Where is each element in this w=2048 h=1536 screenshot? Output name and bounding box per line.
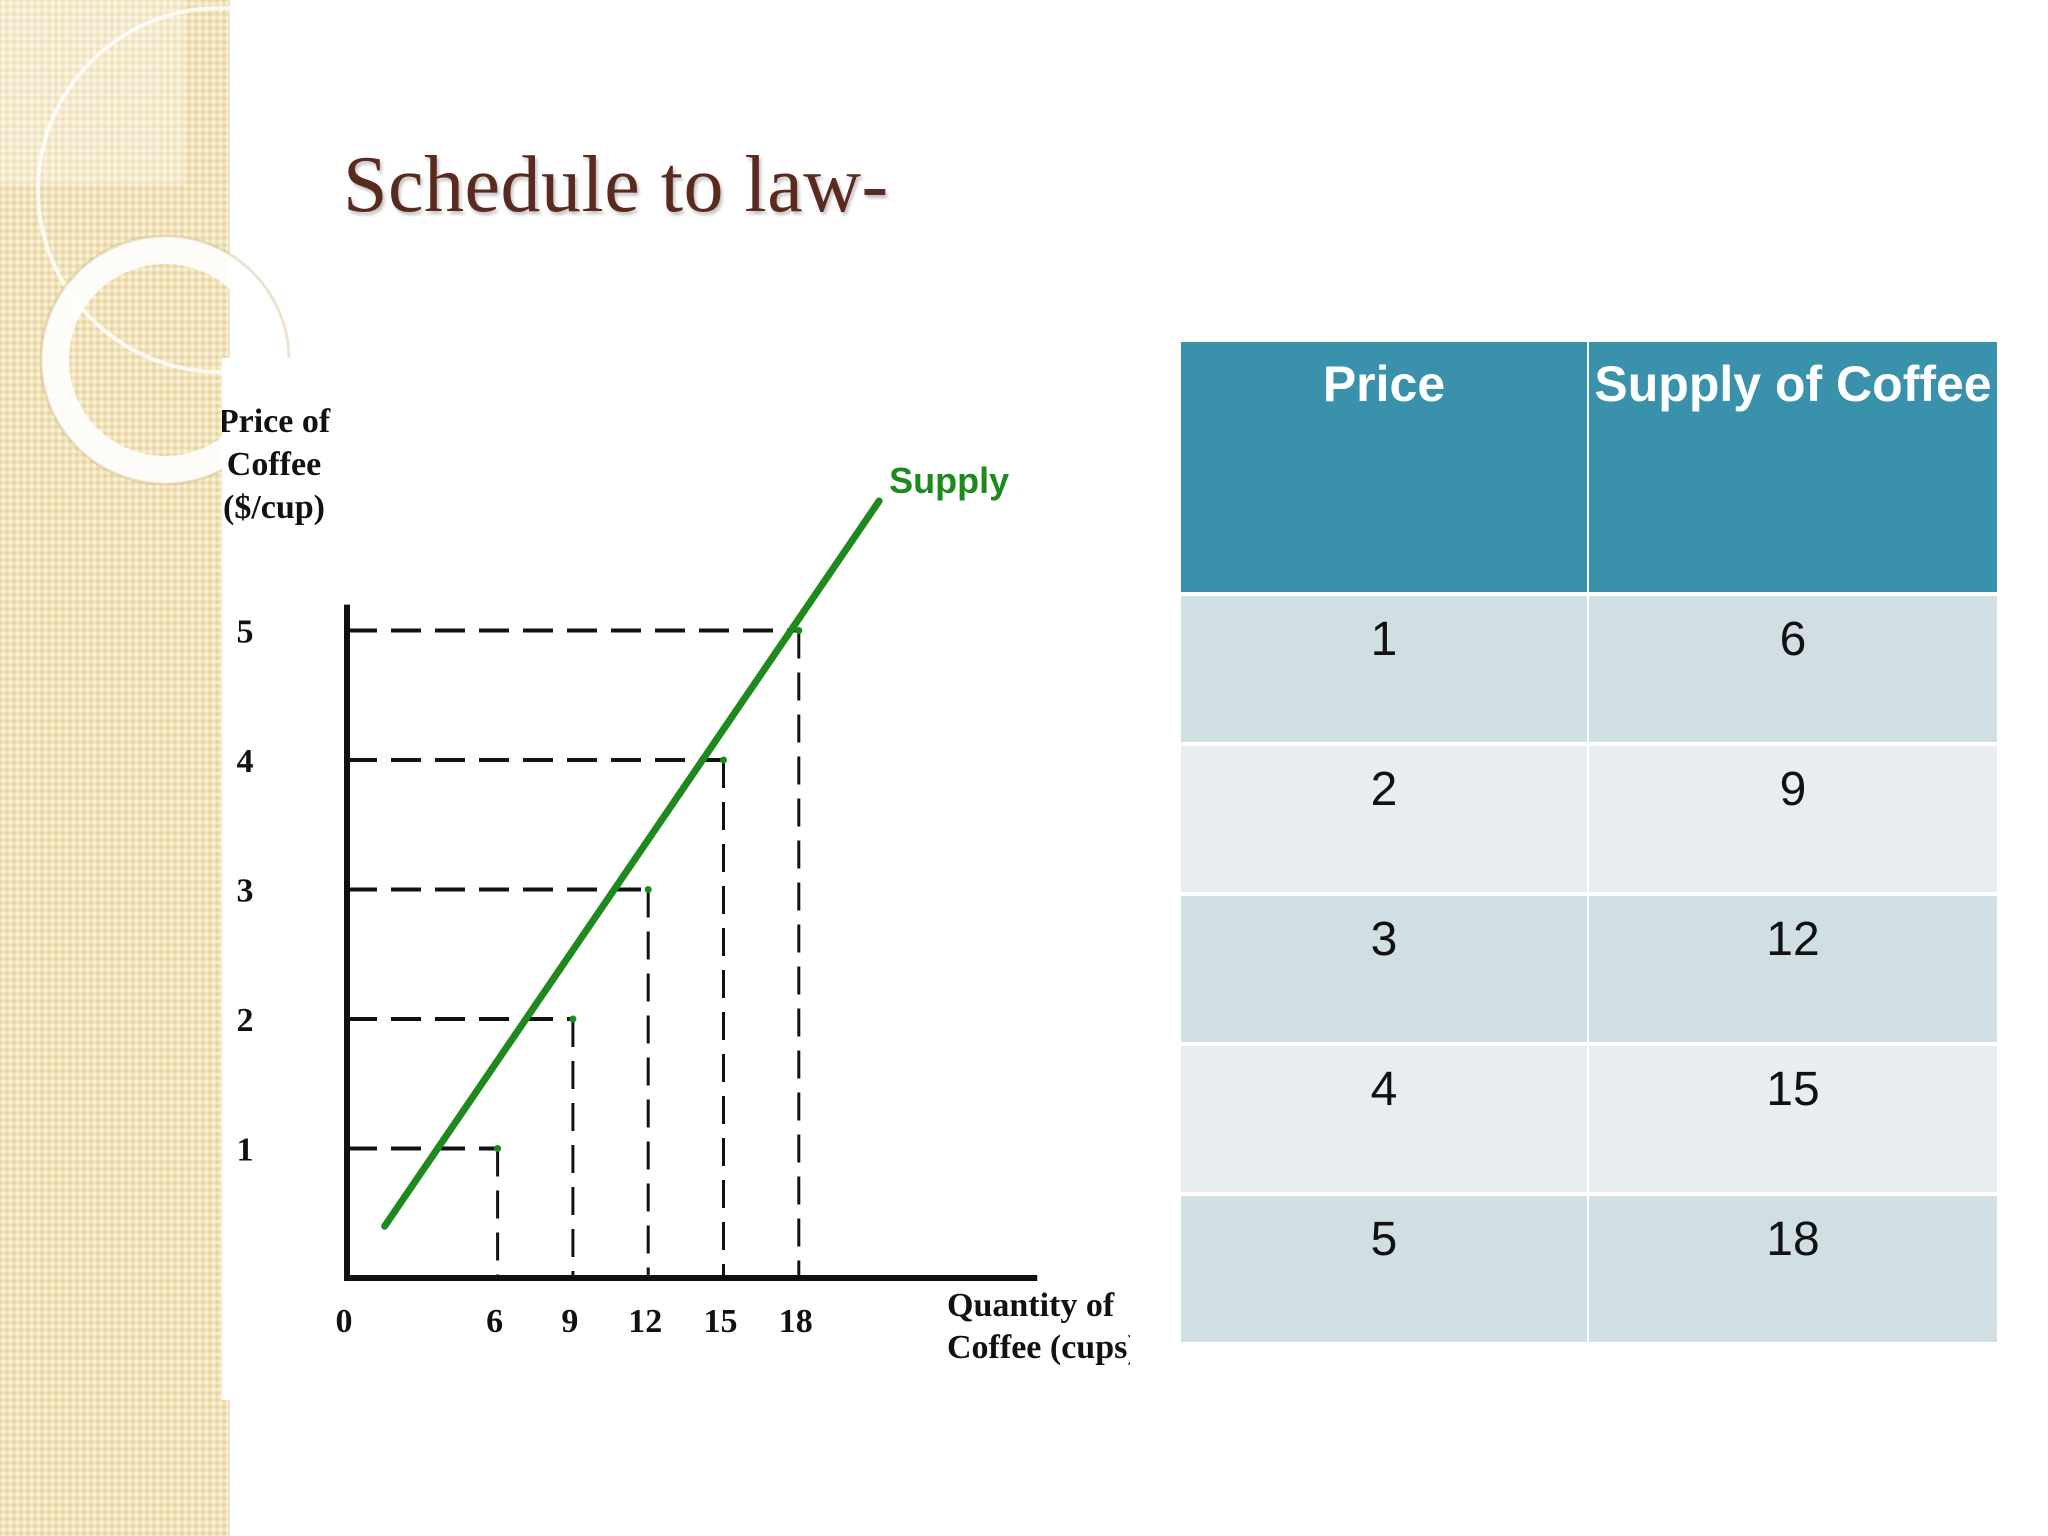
cell-supply: 18	[1589, 1196, 1997, 1346]
supply-line	[381, 497, 883, 1230]
decor-ring-large	[36, 6, 404, 374]
supply-point-1	[494, 1145, 502, 1152]
header-price: Price	[1181, 342, 1589, 596]
cell-price: 4	[1181, 1046, 1589, 1196]
y-axis-label-line: Coffee	[227, 446, 321, 483]
origin-label: 0	[336, 1303, 353, 1340]
table-row: 5 18	[1181, 1196, 1997, 1346]
y-tick-label: 5	[237, 614, 254, 651]
slide-title: Schedule to law-	[343, 141, 889, 229]
table-row: 1 6	[1181, 596, 1997, 746]
supply-chart-panel: Supply 1 2 3 4 5 6 9 12 15 18 0 Price of Coffee ($/cup…	[222, 358, 1130, 1400]
decorative-rings	[0, 0, 404, 486]
supply-point-4	[720, 756, 727, 764]
supply-point-3	[644, 886, 652, 893]
cell-price: 2	[1181, 746, 1589, 896]
table-header-row: Price Supply of Coffee	[1181, 342, 1997, 596]
supply-series-label: Supply	[889, 460, 1009, 501]
cell-supply: 15	[1589, 1046, 1997, 1196]
y-tick-label: 2	[237, 1002, 254, 1039]
chart-axes	[344, 604, 1038, 1281]
table-row: 2 9	[1181, 746, 1997, 896]
table-row: 4 15	[1181, 1046, 1997, 1196]
x-axis-label-line: Coffee (cups)	[947, 1329, 1130, 1366]
y-axis-label-line: Price of	[222, 403, 331, 440]
chart-series	[381, 497, 883, 1230]
supply-point-2	[569, 1015, 577, 1023]
cell-price: 5	[1181, 1196, 1589, 1346]
y-tick-label: 1	[237, 1132, 254, 1169]
y-tick-label: 4	[237, 743, 254, 780]
supply-point-5	[795, 627, 803, 634]
x-axis-label-line: Quantity of	[947, 1287, 1115, 1324]
supply-schedule-table: Price Supply of Coffee 1 6 2 9 3 12 4 15…	[1181, 342, 1997, 1346]
cell-supply: 12	[1589, 896, 1997, 1046]
y-axis-label-line: ($/cup)	[223, 489, 325, 526]
x-tick-label: 9	[561, 1303, 578, 1340]
cell-price: 1	[1181, 596, 1589, 746]
table-row: 3 12	[1181, 896, 1997, 1046]
x-tick-label: 12	[628, 1303, 662, 1340]
cell-supply: 9	[1589, 746, 1997, 896]
header-supply: Supply of Coffee	[1589, 342, 1997, 596]
y-tick-label: 3	[237, 873, 254, 910]
x-tick-label: 15	[704, 1303, 738, 1340]
cell-price: 3	[1181, 896, 1589, 1046]
x-tick-label: 18	[779, 1303, 813, 1340]
decor-square	[0, 0, 185, 185]
x-tick-label: 6	[486, 1303, 503, 1340]
dashed-guides	[347, 628, 801, 1278]
cell-supply: 6	[1589, 596, 1997, 746]
